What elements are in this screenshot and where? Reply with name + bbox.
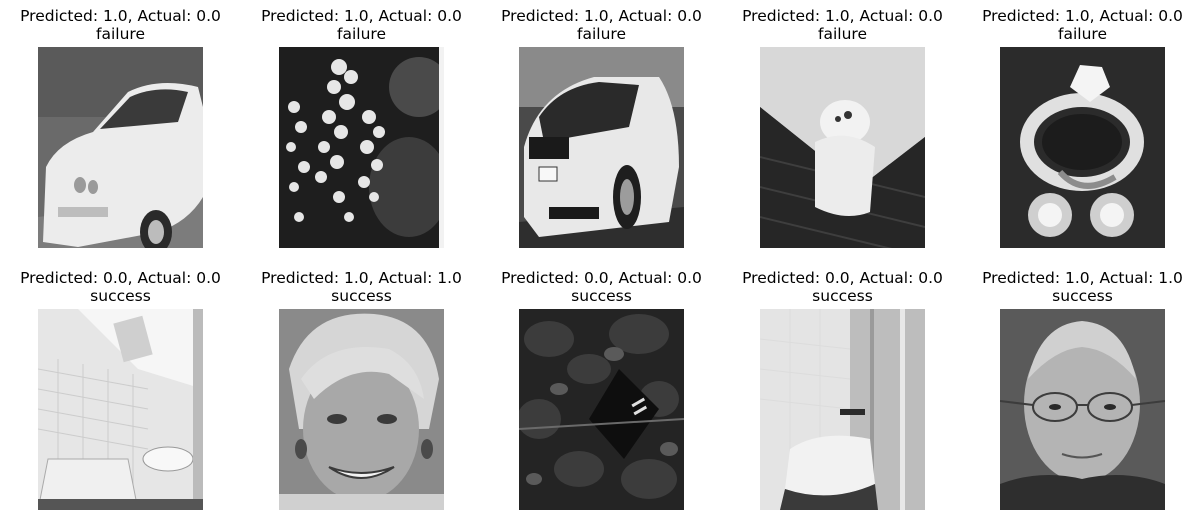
status-label: failure xyxy=(577,25,626,43)
sample-image-ring-and-diamonds xyxy=(1000,47,1165,248)
prediction-label: Predicted: 1.0, Actual: 0.0 xyxy=(982,7,1183,25)
panel-8: Predicted: 0.0, Actual: 0.0 success xyxy=(501,262,702,510)
status-label: success xyxy=(90,287,151,305)
sample-image-white-flower-cluster xyxy=(279,47,444,248)
prediction-label: Predicted: 1.0, Actual: 0.0 xyxy=(501,7,702,25)
sample-image-white-car-rear xyxy=(519,47,684,248)
panel-title: Predicted: 1.0, Actual: 0.0 failure xyxy=(20,7,221,43)
prediction-label: Predicted: 1.0, Actual: 1.0 xyxy=(982,269,1183,287)
panel-2: Predicted: 1.0, Actual: 0.0 failure xyxy=(261,0,462,249)
sample-image-dark-foliage-sign xyxy=(519,309,684,510)
status-label: success xyxy=(331,287,392,305)
status-label: success xyxy=(1052,287,1113,305)
status-label: success xyxy=(812,287,873,305)
panel-title: Predicted: 0.0, Actual: 0.0 success xyxy=(501,269,702,305)
panel-10: Predicted: 1.0, Actual: 1.0 success xyxy=(982,262,1183,510)
panel-3: Predicted: 1.0, Actual: 0.0 failure xyxy=(501,0,702,249)
status-label: failure xyxy=(337,25,386,43)
prediction-label: Predicted: 1.0, Actual: 1.0 xyxy=(261,269,462,287)
prediction-label: Predicted: 1.0, Actual: 0.0 xyxy=(20,7,221,25)
panel-4: Predicted: 1.0, Actual: 0.0 failure xyxy=(742,0,943,249)
panel-title: Predicted: 1.0, Actual: 0.0 failure xyxy=(742,7,943,43)
panel-title: Predicted: 0.0, Actual: 0.0 success xyxy=(20,269,221,305)
sample-image-bathroom-with-sink xyxy=(38,309,203,510)
panel-title: Predicted: 1.0, Actual: 0.0 failure xyxy=(501,7,702,43)
panel-title: Predicted: 1.0, Actual: 0.0 failure xyxy=(982,7,1183,43)
status-label: failure xyxy=(1058,25,1107,43)
prediction-label: Predicted: 0.0, Actual: 0.0 xyxy=(501,269,702,287)
prediction-label: Predicted: 0.0, Actual: 0.0 xyxy=(742,269,943,287)
panel-7: Predicted: 1.0, Actual: 1.0 success xyxy=(261,262,462,510)
sample-image-bathroom-shower xyxy=(760,309,925,510)
panel-title: Predicted: 1.0, Actual: 1.0 success xyxy=(261,269,462,305)
panel-5: Predicted: 1.0, Actual: 0.0 failure xyxy=(982,0,1183,249)
panel-title: Predicted: 1.0, Actual: 1.0 success xyxy=(982,269,1183,305)
panel-title: Predicted: 1.0, Actual: 0.0 failure xyxy=(261,7,462,43)
status-label: failure xyxy=(96,25,145,43)
status-label: success xyxy=(571,287,632,305)
prediction-label: Predicted: 0.0, Actual: 0.0 xyxy=(20,269,221,287)
prediction-label: Predicted: 1.0, Actual: 0.0 xyxy=(742,7,943,25)
sample-image-smiling-woman-face xyxy=(279,309,444,510)
sample-image-figurine-on-floor xyxy=(760,47,925,248)
panel-1: Predicted: 1.0, Actual: 0.0 failure xyxy=(20,0,221,249)
sample-image-white-sports-car xyxy=(38,47,203,248)
prediction-label: Predicted: 1.0, Actual: 0.0 xyxy=(261,7,462,25)
panel-title: Predicted: 0.0, Actual: 0.0 success xyxy=(742,269,943,305)
sample-image-man-with-glasses-face xyxy=(1000,309,1165,510)
panel-9: Predicted: 0.0, Actual: 0.0 success xyxy=(742,262,943,510)
status-label: failure xyxy=(818,25,867,43)
panel-6: Predicted: 0.0, Actual: 0.0 success xyxy=(20,262,221,510)
